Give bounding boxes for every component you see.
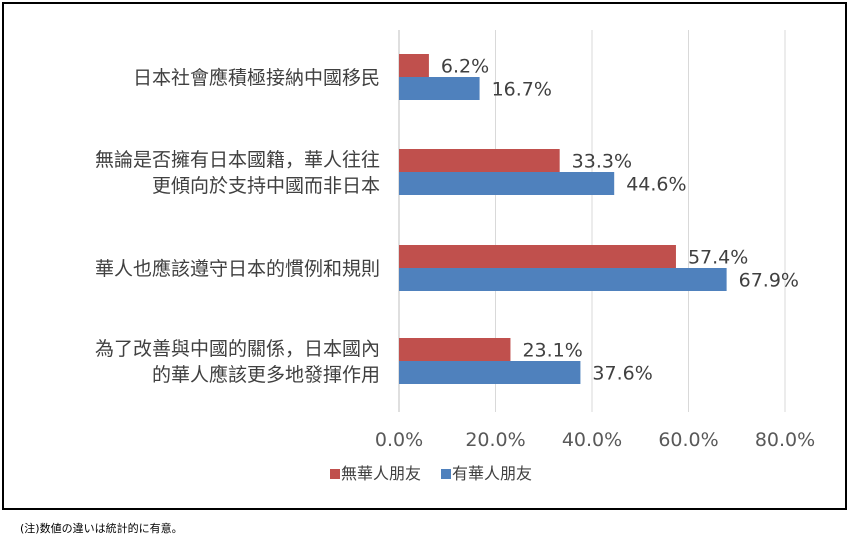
x-tick-label: 40.0% [562, 429, 622, 451]
data-label: 67.9% [739, 270, 799, 292]
bar-no-friends [399, 338, 511, 361]
x-tick-label: 20.0% [465, 429, 525, 451]
bar-no-friends [399, 245, 676, 268]
data-label: 33.3% [572, 151, 632, 173]
bar-has-friends [399, 361, 581, 384]
footnote: (注)数値の違いは統計的に有意。 [20, 522, 183, 535]
legend-swatch [441, 469, 451, 479]
bar-has-friends [399, 172, 615, 195]
legend-swatch [330, 469, 340, 479]
data-label: 16.7% [492, 79, 552, 101]
data-label: 37.6% [592, 363, 652, 385]
category-label: 無論是否擁有日本國籍，華人往往 [95, 149, 380, 171]
data-label: 23.1% [522, 340, 582, 362]
bar-has-friends [399, 268, 727, 291]
bar-no-friends [399, 149, 560, 172]
x-tick-label: 80.0% [755, 429, 815, 451]
data-label: 57.4% [688, 247, 748, 269]
bar-chart: 0.0% 20.0% 40.0% 60.0% 80.0% 6.2% 33.3% 57.4% 23… [95, 30, 815, 483]
bar-has-friends [399, 77, 480, 100]
data-label: 6.2% [441, 56, 489, 78]
legend-label: 有華人朋友 [452, 464, 532, 483]
category-label: 華人也應該遵守日本的慣例和規則 [95, 257, 380, 280]
category-label: 為了改善與中國的關係，日本國內 [95, 338, 380, 360]
x-tick-label: 0.0% [375, 429, 423, 451]
category-label: 日本社會應積極接納中國移民 [133, 66, 380, 89]
legend-label: 無華人朋友 [341, 464, 421, 483]
category-label: 更傾向於支持中國而非日本 [152, 175, 380, 197]
category-label: 的華人應該更多地發揮作用 [152, 363, 380, 386]
data-label: 44.6% [626, 174, 686, 196]
bar-no-friends [399, 54, 429, 77]
x-tick-label: 60.0% [658, 429, 718, 451]
